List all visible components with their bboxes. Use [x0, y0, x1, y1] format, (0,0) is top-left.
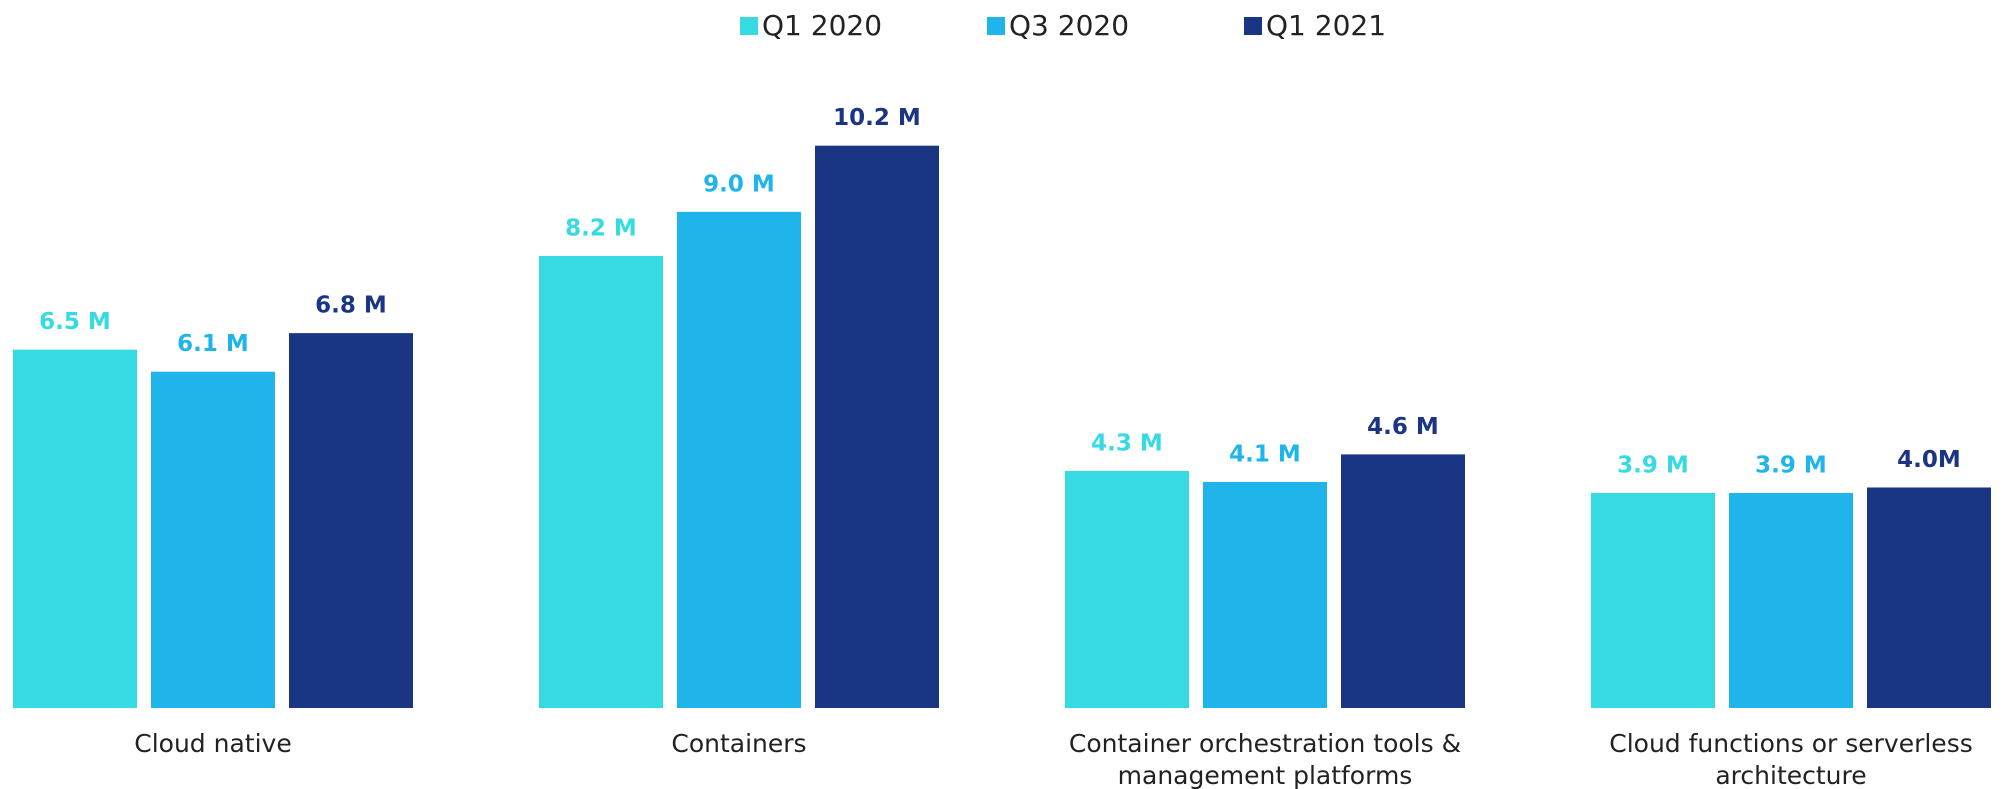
data-label: 3.9 M	[1617, 452, 1689, 478]
legend-label: Q1 2020	[762, 9, 882, 42]
x-tick-label: Cloud native	[134, 729, 292, 758]
legend-label: Q1 2021	[1266, 9, 1386, 42]
bar	[1867, 487, 1991, 708]
bar	[151, 371, 275, 708]
data-label: 4.6 M	[1367, 414, 1439, 440]
bar	[1729, 492, 1853, 708]
data-label: 6.8 M	[315, 293, 387, 319]
data-label: 9.0 M	[703, 171, 775, 197]
bar	[539, 255, 663, 708]
bar	[815, 145, 939, 708]
data-label: 8.2 M	[565, 215, 637, 241]
data-label: 6.1 M	[177, 331, 249, 357]
data-label: 4.3 M	[1091, 430, 1163, 456]
legend-swatch	[987, 17, 1005, 35]
data-label: 6.5 M	[39, 309, 111, 335]
legend-swatch	[740, 17, 758, 35]
bar	[1591, 492, 1715, 708]
data-label: 10.2 M	[833, 105, 921, 131]
bar	[13, 349, 137, 708]
x-tick-label: Cloud functions or serverless architectu…	[1609, 729, 1973, 789]
data-label: 4.0M	[1897, 447, 1961, 473]
legend-swatch	[1244, 17, 1262, 35]
bar	[1341, 454, 1465, 708]
x-tick-label: Container orchestration tools & manageme…	[1068, 729, 1462, 789]
data-label: 4.1 M	[1229, 441, 1301, 467]
x-tick-label: Containers	[671, 729, 807, 758]
legend-label: Q3 2020	[1009, 9, 1129, 42]
bar	[1203, 481, 1327, 708]
bar	[1065, 470, 1189, 708]
bar	[289, 333, 413, 708]
data-label: 3.9 M	[1755, 452, 1827, 478]
bar	[677, 211, 801, 708]
